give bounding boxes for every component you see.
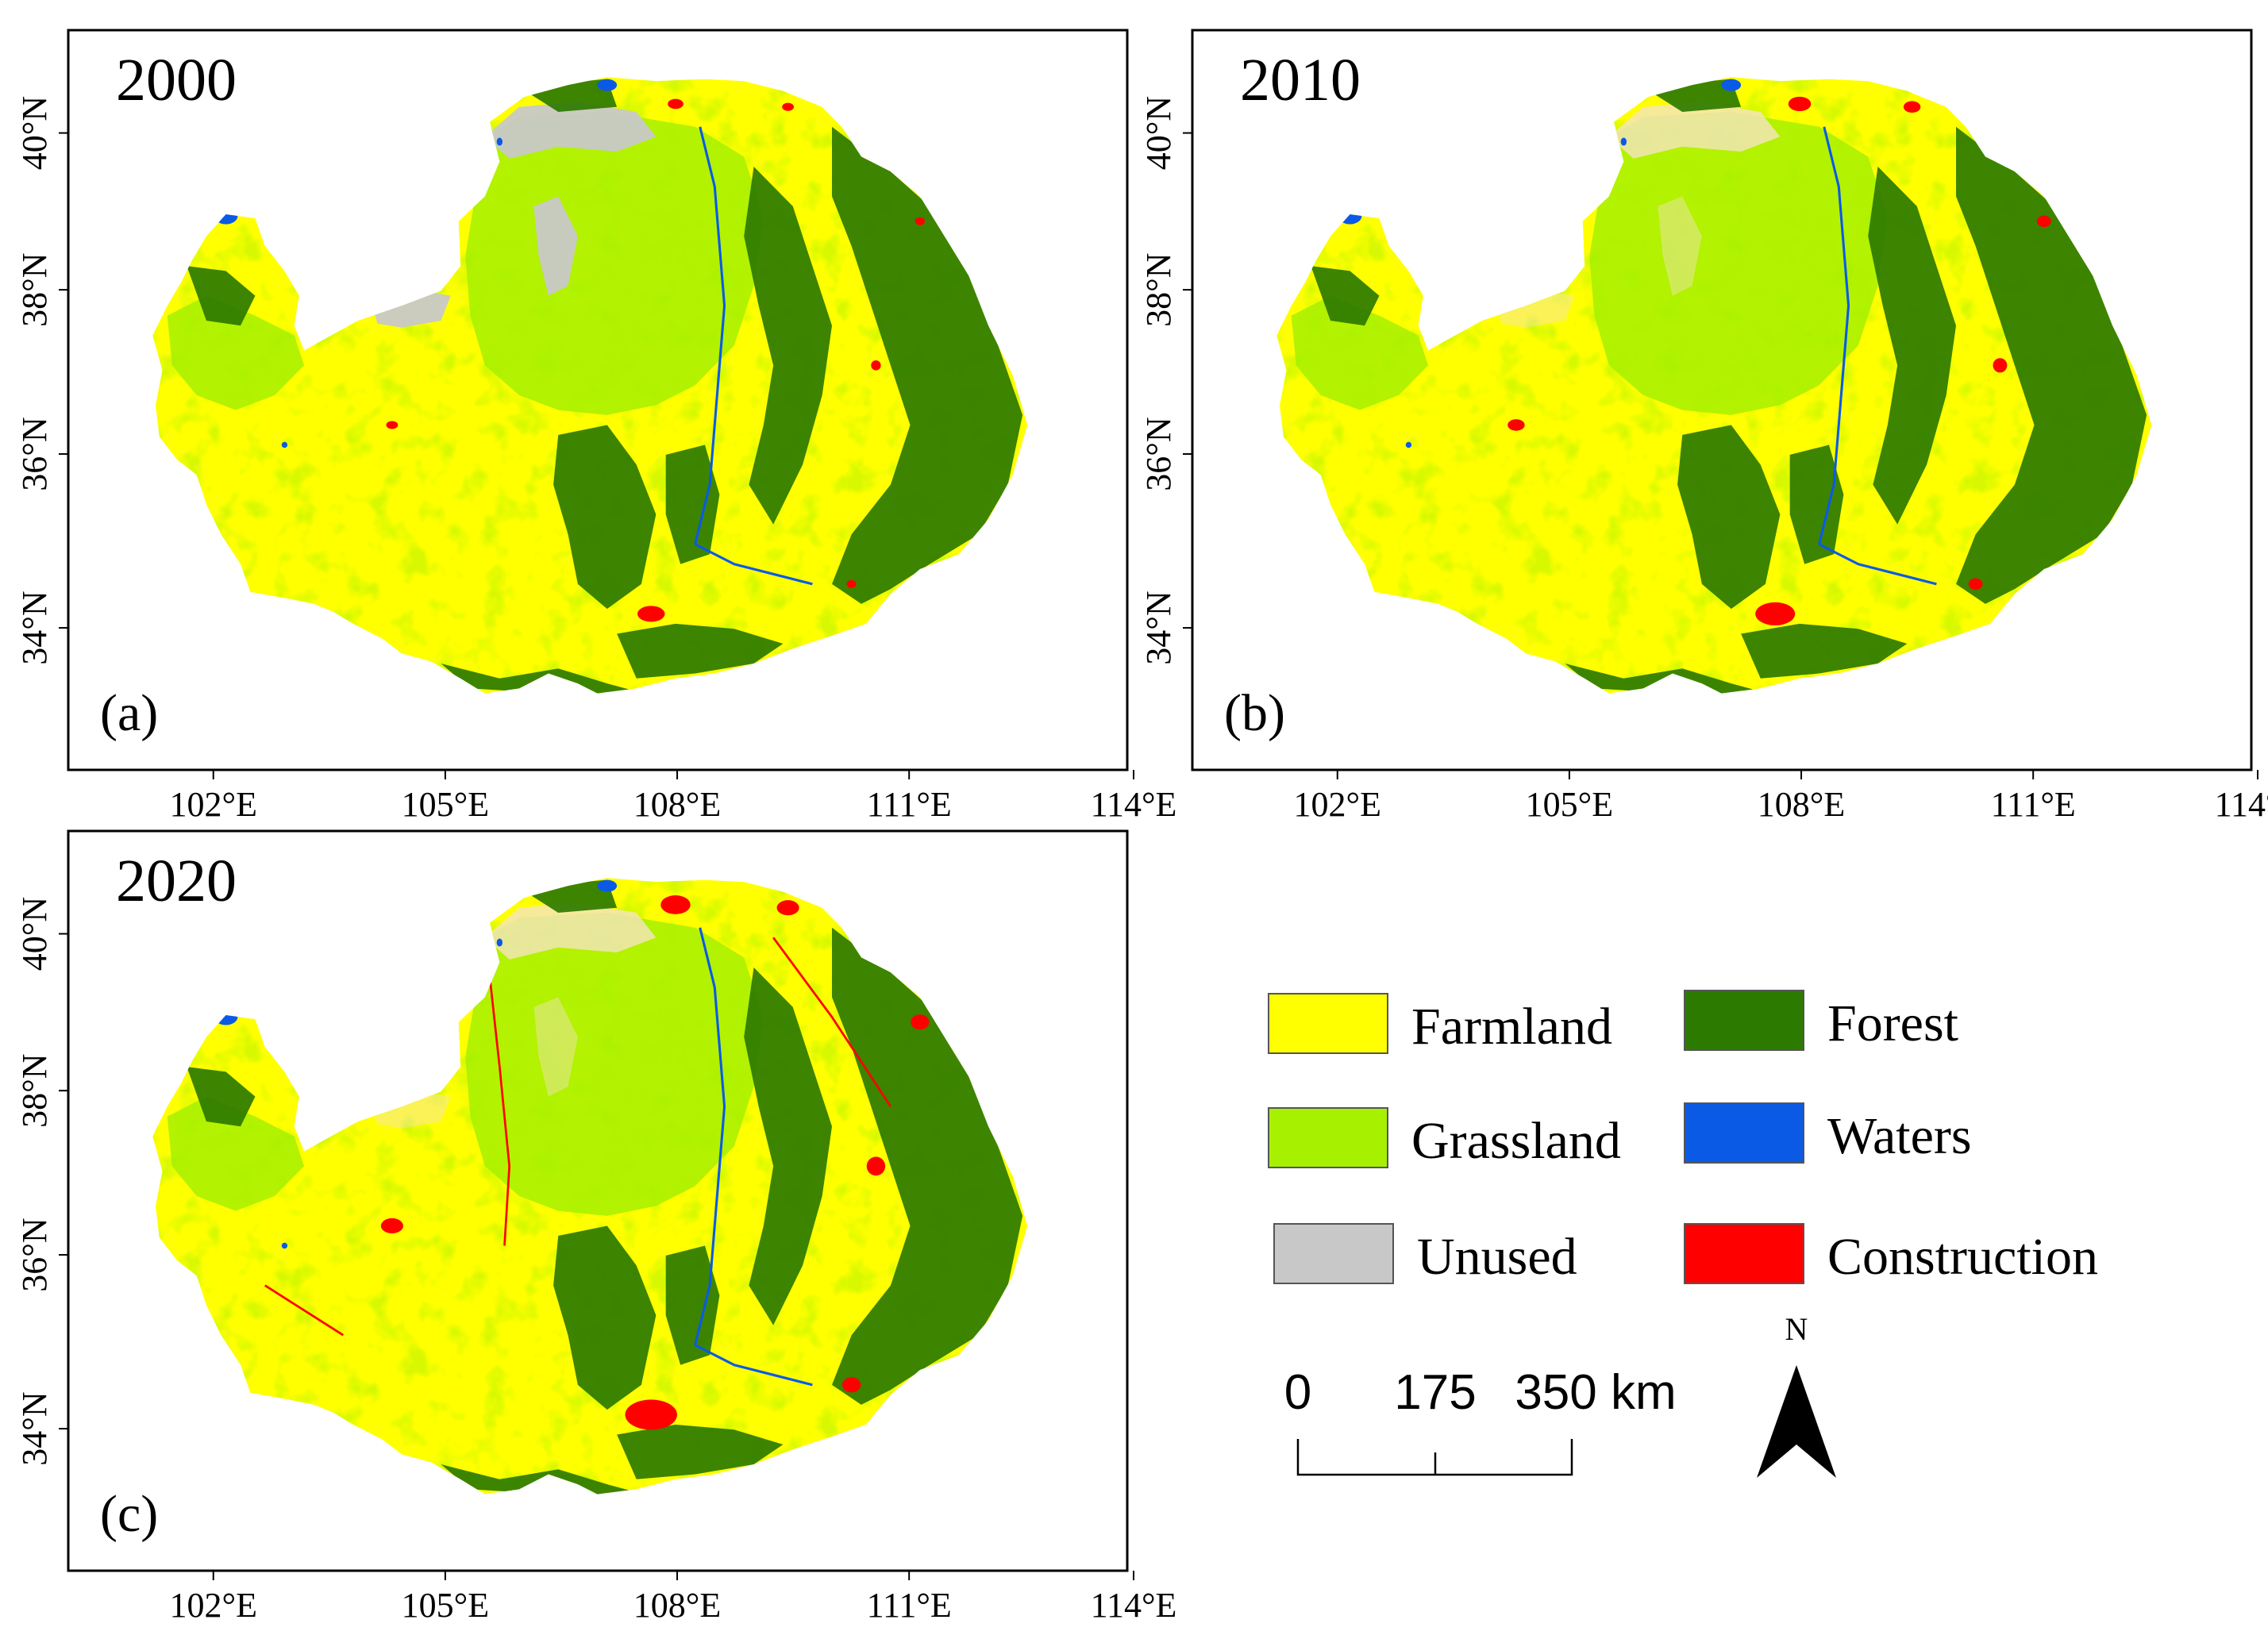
- legend: Farmland Forest Grassland Waters Unused Const…: [1268, 990, 2098, 1286]
- y-tick-label: 40°N: [15, 96, 54, 170]
- panel-c: 2020 (c) 102°E 105°E 108°E 111°E 114°E 34°N 36°N…: [15, 829, 1177, 1625]
- y-tick-label: 38°N: [15, 252, 54, 326]
- panel-letter: (c): [100, 1485, 158, 1543]
- x-tick-label: 111°E: [867, 1586, 952, 1625]
- scale-bar-label: 175: [1394, 1365, 1476, 1420]
- legend-swatch: [1684, 1102, 1804, 1164]
- x-tick-label: 102°E: [1294, 785, 1381, 824]
- north-arrow: N: [1757, 1311, 1836, 1478]
- legend-label: Forest: [1827, 994, 1958, 1052]
- y-tick-label: 34°N: [1139, 591, 1178, 664]
- x-tick-label: 114°E: [1091, 1586, 1177, 1625]
- y-tick-label: 36°N: [15, 417, 54, 490]
- legend-swatch: [1268, 993, 1388, 1054]
- legend-swatch: [1684, 990, 1804, 1051]
- x-tick-label: 102°E: [170, 785, 257, 824]
- legend-label: Unused: [1417, 1228, 1577, 1286]
- x-tick-label: 105°E: [1526, 785, 1613, 824]
- y-tick-label: 34°N: [15, 591, 54, 664]
- legend-label: Farmland: [1411, 998, 1612, 1056]
- year-label: 2000: [116, 47, 237, 113]
- scale-bar-label: 350 km: [1515, 1365, 1676, 1420]
- panel-letter: (a): [100, 684, 158, 742]
- x-tick-label: 111°E: [1991, 785, 2076, 824]
- legend-swatch: [1684, 1223, 1804, 1284]
- region-map: [1276, 77, 2152, 694]
- x-tick-label: 114°E: [2215, 785, 2268, 824]
- scale-bar: 0 175 350 km: [1284, 1365, 1677, 1476]
- legend-item-grassland: Grassland: [1268, 1107, 1621, 1170]
- y-tick-label: 40°N: [15, 897, 54, 971]
- legend-label: Waters: [1827, 1107, 1972, 1165]
- y-tick-label: 34°N: [15, 1391, 54, 1465]
- year-label: 2020: [116, 848, 237, 914]
- y-tick-label: 36°N: [15, 1218, 54, 1291]
- x-tick-label: 108°E: [1758, 785, 1845, 824]
- x-tick-label: 102°E: [170, 1586, 257, 1625]
- x-tick-label: 105°E: [402, 1586, 489, 1625]
- y-tick-label: 36°N: [1139, 417, 1178, 490]
- panel-letter: (b): [1224, 684, 1285, 742]
- x-tick-label: 108°E: [633, 785, 721, 824]
- year-label: 2010: [1240, 47, 1361, 113]
- x-tick-label: 108°E: [633, 1586, 721, 1625]
- north-label: N: [1785, 1311, 1808, 1347]
- y-tick-label: 40°N: [1139, 96, 1178, 170]
- legend-item-construction: Construction: [1684, 1223, 2098, 1286]
- scale-bar-line: [1296, 1439, 1573, 1476]
- north-arrow-icon: [1757, 1365, 1836, 1478]
- panel-b: 2010 (b) 102°E 105°E 108°E 111°E 114°E 34°N 36°N…: [1139, 29, 2268, 824]
- x-tick-label: 105°E: [402, 785, 489, 824]
- legend-item-unused: Unused: [1273, 1223, 1577, 1286]
- legend-label: Construction: [1827, 1228, 2098, 1286]
- x-tick-label: 111°E: [867, 785, 952, 824]
- legend-item-farmland: Farmland: [1268, 993, 1612, 1056]
- legend-item-forest: Forest: [1684, 990, 1958, 1052]
- x-tick-label: 114°E: [1091, 785, 1177, 824]
- y-tick-label: 38°N: [15, 1053, 54, 1127]
- legend-label: Grassland: [1411, 1112, 1621, 1170]
- legend-swatch: [1273, 1223, 1394, 1284]
- scale-bar-label: 0: [1284, 1365, 1311, 1420]
- legend-item-waters: Waters: [1684, 1102, 1972, 1165]
- legend-swatch: [1268, 1107, 1388, 1168]
- y-tick-label: 38°N: [1139, 252, 1178, 326]
- panel-a: 2000 (a) 102°E 105°E 108°E 111°E 114°E 34°N 36°N…: [15, 29, 1177, 824]
